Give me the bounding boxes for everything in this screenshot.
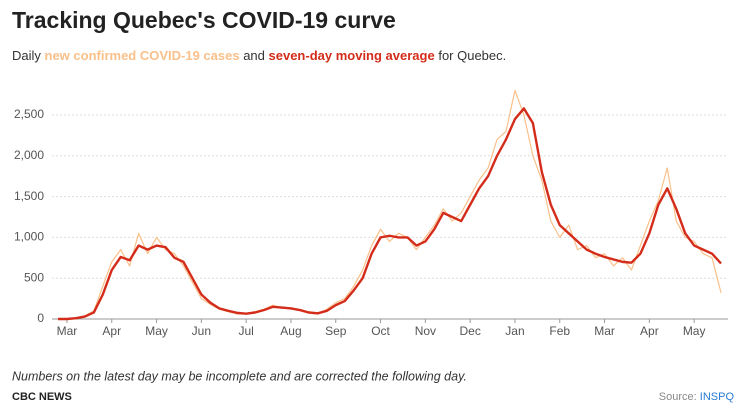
- x-tick-label: Jun: [192, 324, 211, 338]
- y-tick-label: 500: [24, 270, 44, 284]
- x-tick-label: Dec: [459, 324, 480, 338]
- x-tick-label: Apr: [640, 324, 659, 338]
- legend-entry: seven-day moving average: [269, 48, 435, 63]
- series-line: [58, 89, 722, 320]
- source: Source: INSPQ: [659, 391, 735, 403]
- x-tick-label: Mar: [594, 324, 615, 338]
- x-tick-label: Oct: [371, 324, 390, 338]
- brand: CBC NEWS: [12, 391, 72, 403]
- y-tick-label: 2,000: [14, 148, 44, 162]
- source-label: Source:: [659, 391, 697, 403]
- x-tick-label: Aug: [280, 324, 301, 338]
- chart-title: Tracking Quebec's COVID-19 curve: [12, 7, 396, 33]
- subtitle-text: for Quebec.: [435, 48, 507, 63]
- y-tick-label: 0: [37, 311, 44, 325]
- y-tick-label: 2,500: [14, 107, 44, 121]
- x-tick-label: Feb: [549, 324, 570, 338]
- x-tick-label: Apr: [102, 324, 121, 338]
- plot: 0 500 1,000 1,500 2,000 2,500 Mar Apr May Jun Jul A…: [14, 89, 728, 338]
- x-tick-label: Sep: [325, 324, 347, 338]
- x-tick-label: May: [683, 324, 706, 338]
- y-tick-label: 1,500: [14, 189, 44, 203]
- legend-entry: new confirmed COVID-19 cases: [45, 48, 240, 63]
- source-link[interactable]: INSPQ: [700, 391, 735, 403]
- x-tick-label: Mar: [57, 324, 78, 338]
- x-tick-label: Jul: [238, 324, 253, 338]
- series-line: [58, 107, 722, 321]
- note: Numbers on the latest day may be incompl…: [12, 369, 467, 383]
- x-tick-label: May: [145, 324, 168, 338]
- y-tick-label: 1,000: [14, 230, 44, 244]
- subtitle-text: and: [240, 48, 269, 63]
- x-tick-label: Nov: [415, 324, 436, 338]
- subtitle-text: Daily: [12, 48, 45, 63]
- subtitle: Daily new confirmed COVID-19 cases and s…: [12, 48, 506, 63]
- x-tick-label: Jan: [505, 324, 524, 338]
